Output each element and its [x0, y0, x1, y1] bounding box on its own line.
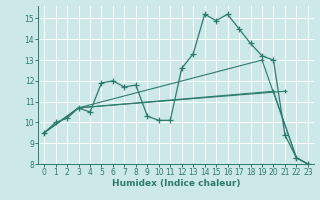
X-axis label: Humidex (Indice chaleur): Humidex (Indice chaleur) [112, 179, 240, 188]
